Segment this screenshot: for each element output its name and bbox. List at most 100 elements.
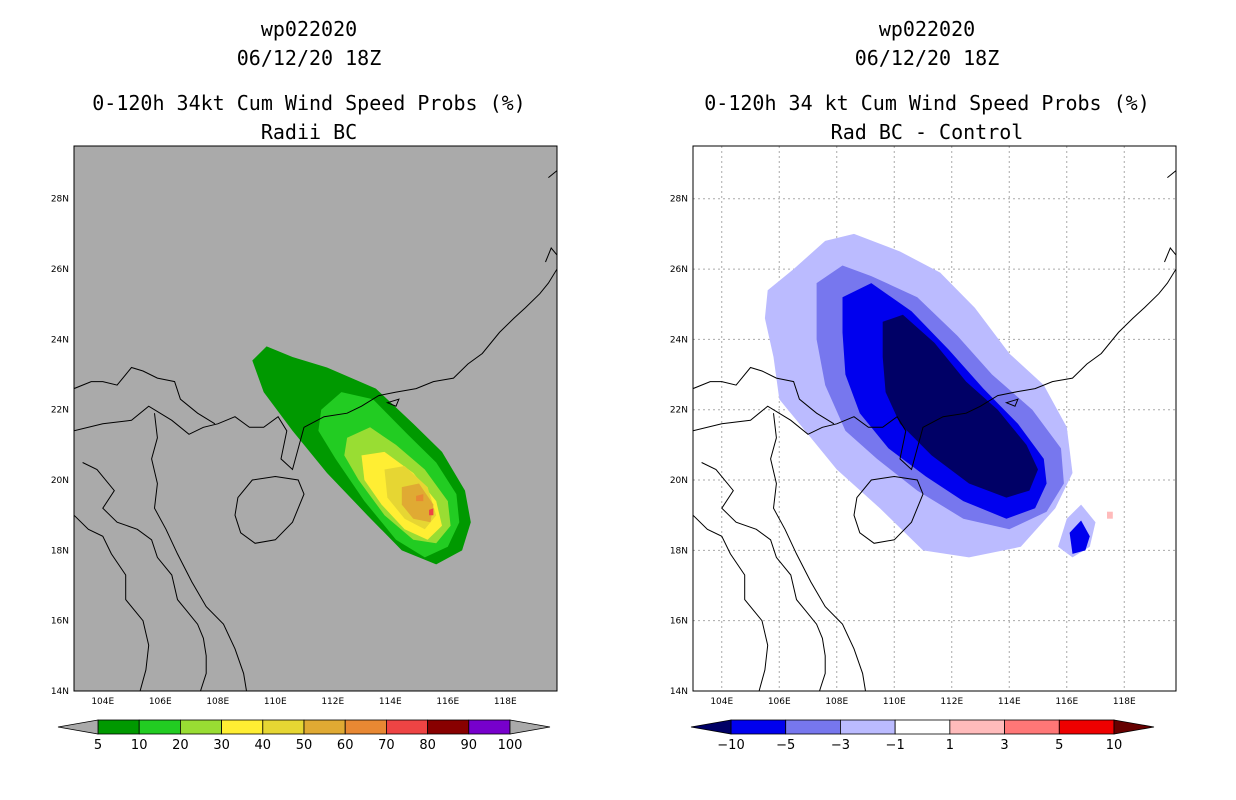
- right-colorbar: −10 −5 −3 −1 1 3 5 10: [690, 719, 1155, 753]
- right-colorbar-swatch: [949, 719, 1005, 735]
- left-title-line-4: Radii BC: [260, 120, 358, 144]
- right-y-tick-label: 18N: [670, 546, 688, 556]
- left-x-tick-label: 116E: [436, 697, 459, 707]
- left-title-line-1: wp022020: [260, 17, 358, 41]
- left-colorbar-swatch: [385, 719, 428, 735]
- left-y-tick-label: 16N: [51, 617, 69, 627]
- right-map-line: [693, 514, 769, 691]
- left-x-tick-label: 118E: [494, 697, 517, 707]
- right-map-line: [693, 366, 835, 425]
- right-title-line-3: 0-120h 34 kt Cum Wind Speed Probs (%): [704, 91, 1150, 115]
- right-colorbar-label: −1: [886, 738, 905, 753]
- left-colorbar-label: 5: [94, 738, 102, 753]
- left-x-tick-label: 112E: [321, 697, 344, 707]
- left-x-tick-label: 108E: [206, 697, 229, 707]
- right-colorbar-label: 10: [1106, 738, 1123, 753]
- right-colorbar-label: 5: [1055, 738, 1063, 753]
- left-map-line: [74, 366, 216, 425]
- left-contour-70: [429, 508, 434, 516]
- right-colorbar-swatch: [730, 719, 787, 735]
- left-colorbar-under-arrow: [57, 719, 99, 735]
- left-colorbar-label: 40: [255, 738, 272, 753]
- right-x-tick-label: 110E: [883, 697, 906, 707]
- right-x-tick-label: 108E: [825, 697, 848, 707]
- left-colorbar-over-arrow: [509, 719, 551, 735]
- left-map-line: [74, 514, 150, 691]
- right-title-line-4: Rad BC - Control: [830, 120, 1024, 144]
- left-colorbar-label: 70: [378, 738, 395, 753]
- right-map-island: [853, 475, 924, 544]
- right-x-tick-label: 112E: [940, 697, 963, 707]
- left-x-tick-label: 110E: [264, 697, 287, 707]
- left-map-line: [151, 413, 247, 691]
- right-contour-1: [1107, 511, 1113, 519]
- left-colorbar-swatch: [179, 719, 222, 735]
- right-colorbar-swatch: [1004, 719, 1060, 735]
- left-x-tick-label: 104E: [91, 697, 114, 707]
- right-plot: 104E 106E 108E 110E 112E 114E 116E 118E 14N 16N 18…: [670, 145, 1177, 707]
- right-colorbar-label: 3: [1000, 738, 1008, 753]
- left-map-island: [234, 475, 305, 544]
- right-y-tick-label: 28N: [670, 195, 688, 205]
- right-x-tick-label: 116E: [1055, 697, 1078, 707]
- right-x-tick-label: 118E: [1113, 697, 1136, 707]
- left-contour-50: [401, 483, 434, 523]
- right-colorbar-swatch: [894, 719, 951, 735]
- left-colorbar-swatch: [138, 719, 181, 735]
- right-y-tick-label: 20N: [670, 476, 688, 486]
- right-colorbar-over-arrow: [1113, 719, 1155, 735]
- left-colorbar-label: 20: [172, 738, 189, 753]
- right-colorbar-swatch: [785, 719, 841, 735]
- right-map-line: [770, 413, 866, 691]
- right-colorbar-label: −3: [831, 738, 850, 753]
- left-colorbar-label: 100: [498, 738, 523, 753]
- left-map-line: [82, 462, 207, 691]
- left-title-line-3: 0-120h 34kt Cum Wind Speed Probs (%): [92, 91, 526, 115]
- right-map-line: [1164, 247, 1176, 263]
- right-colorbar-swatch: [840, 719, 896, 735]
- right-colorbar-swatch: [1058, 719, 1115, 735]
- left-x-tick-label: 114E: [379, 697, 402, 707]
- left-contour-60: [416, 494, 424, 502]
- right-map-island: [1004, 398, 1019, 407]
- right-colorbar-under-arrow: [690, 719, 732, 735]
- right-x-tick-label: 114E: [998, 697, 1021, 707]
- right-title-line-2: 06/12/20 18Z: [854, 46, 1000, 70]
- left-colorbar-label: 60: [337, 738, 354, 753]
- left-y-tick-label: 28N: [51, 195, 69, 205]
- left-map-island: [385, 398, 400, 407]
- right-y-tick-label: 14N: [670, 687, 688, 697]
- right-y-tick-label: 24N: [670, 335, 688, 345]
- right-y-tick-label: 16N: [670, 617, 688, 627]
- right-y-tick-label: 22N: [670, 406, 688, 416]
- left-map-line: [548, 170, 557, 178]
- right-x-tick-label: 106E: [768, 697, 791, 707]
- left-y-tick-label: 20N: [51, 476, 69, 486]
- left-title-line-2: 06/12/20 18Z: [236, 46, 382, 70]
- right-colorbar-label: −10: [717, 738, 744, 753]
- left-colorbar-swatch: [221, 719, 264, 735]
- left-y-tick-label: 14N: [51, 687, 69, 697]
- left-colorbar-label: 10: [131, 738, 148, 753]
- right-colorbar-label: −5: [776, 738, 795, 753]
- left-colorbar-swatch: [468, 719, 511, 735]
- left-colorbar-swatch: [97, 719, 140, 735]
- left-x-tick-label: 106E: [149, 697, 172, 707]
- right-title-line-1: wp022020: [878, 17, 976, 41]
- left-colorbar-swatch: [427, 719, 470, 735]
- left-colorbar-swatch: [344, 719, 387, 735]
- right-contour--10: [882, 314, 1038, 498]
- right-map-line: [693, 268, 1176, 471]
- left-y-tick-label: 24N: [51, 335, 69, 345]
- left-colorbar-label: 50: [296, 738, 313, 753]
- right-colorbar-label: 1: [946, 738, 954, 753]
- right-x-tick-label: 104E: [710, 697, 733, 707]
- left-colorbar-label: 80: [419, 738, 436, 753]
- left-y-tick-label: 26N: [51, 265, 69, 275]
- left-colorbar-swatch: [303, 719, 346, 735]
- right-map-line: [1167, 170, 1176, 178]
- left-plot-frame: [73, 145, 558, 692]
- right-plot-area: [693, 146, 1176, 691]
- left-plot-area: [74, 170, 557, 691]
